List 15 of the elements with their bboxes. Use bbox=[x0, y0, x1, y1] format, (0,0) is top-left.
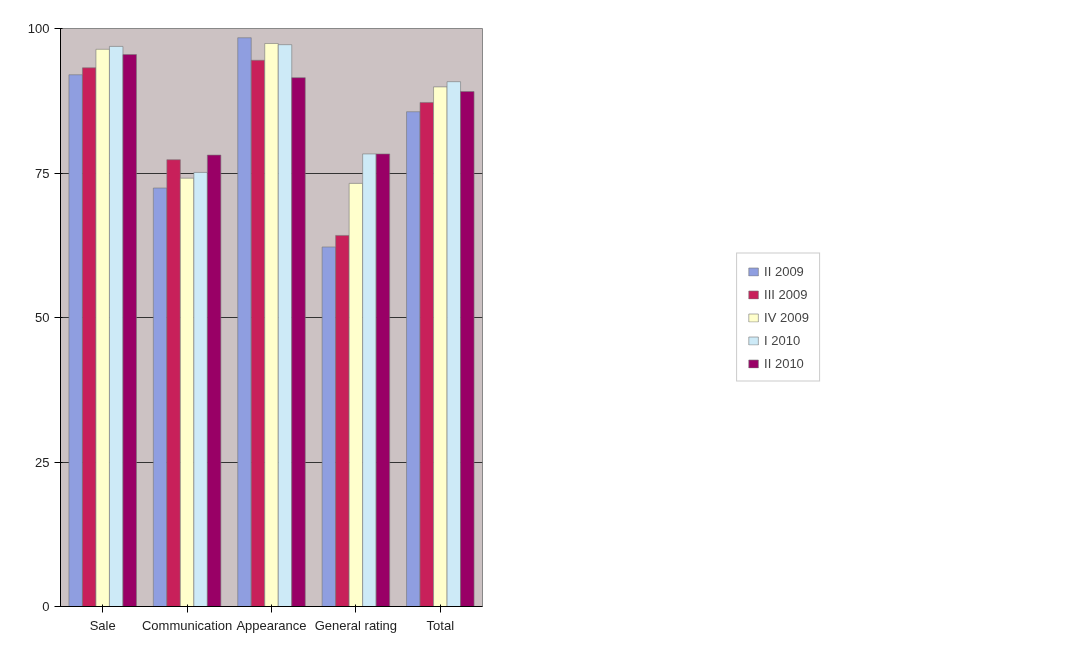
x-tick-label: Total bbox=[426, 617, 455, 633]
legend-label: IV 2009 bbox=[764, 309, 809, 325]
y-tick-label: 100 bbox=[27, 21, 50, 36]
x-tick-label: Sale bbox=[89, 617, 116, 633]
y-tick-label: 25 bbox=[35, 454, 50, 470]
legend-label: II 2010 bbox=[764, 355, 804, 371]
y-tick-label: 0 bbox=[42, 599, 50, 614]
legend-label: II 2009 bbox=[764, 263, 804, 279]
x-tick-label: Appearance bbox=[236, 617, 307, 633]
legend-label: III 2009 bbox=[764, 286, 808, 302]
legend-label: I 2010 bbox=[764, 332, 801, 348]
x-tick-label: Communication bbox=[141, 617, 233, 633]
y-tick-label: 75 bbox=[35, 165, 50, 181]
y-tick-label: 50 bbox=[35, 310, 50, 325]
x-tick-label: General rating bbox=[314, 617, 398, 633]
